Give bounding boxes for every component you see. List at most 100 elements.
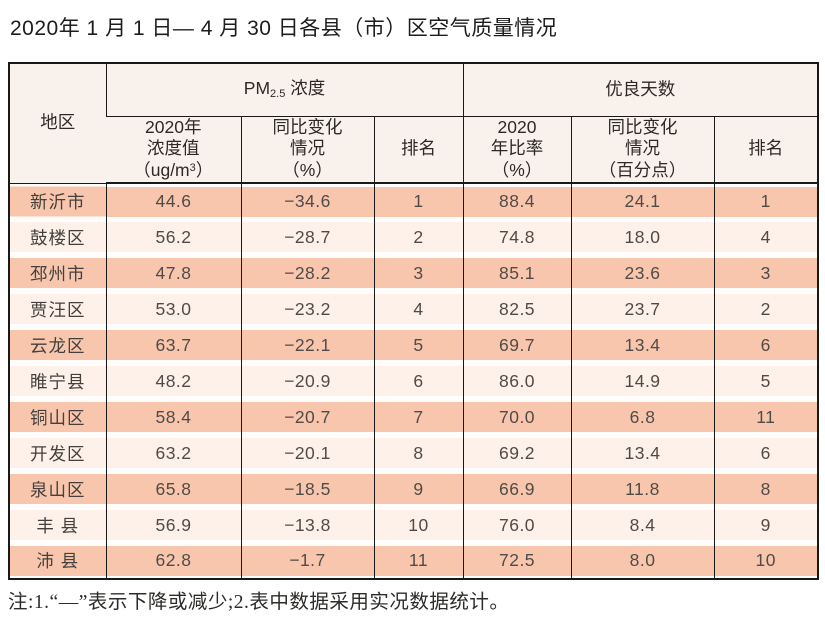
cell-good-change: 13.4	[570, 435, 715, 472]
cell-region: 铜山区	[9, 399, 106, 436]
cell-good-change: 13.4	[570, 327, 715, 364]
column-group-good-days: 优良天数	[462, 63, 819, 117]
table-row: 新沂市 44.6 −34.6 1 88.4 24.1 1	[9, 183, 819, 220]
table-row: 云龙区 63.7 −22.1 5 69.7 13.4 6	[9, 327, 819, 364]
cell-pm-value: 47.8	[105, 255, 241, 292]
cell-pm-change: −1.7	[240, 543, 374, 580]
cell-good-rank: 3	[713, 255, 819, 292]
cell-pm-change: −28.2	[240, 255, 374, 292]
cell-pm-rank: 1	[373, 183, 464, 220]
column-header-good-change: 同比变化 情况 （百分点）	[570, 116, 715, 185]
cell-good-ratio: 76.0	[462, 507, 572, 544]
cell-pm-value: 56.9	[105, 507, 241, 544]
cell-region: 沛 县	[9, 543, 106, 580]
cell-good-ratio: 82.5	[462, 291, 572, 328]
cell-good-ratio: 72.5	[462, 543, 572, 580]
cell-pm-change: −13.8	[240, 507, 374, 544]
table-header: 地区 PM2.5 浓度 优良天数 2020年 浓度值 （ug/m3） 同比变化 …	[9, 63, 819, 185]
cell-pm-rank: 8	[373, 435, 464, 472]
cell-pm-value: 63.2	[105, 435, 241, 472]
cell-pm-value: 53.0	[105, 291, 241, 328]
cell-pm-rank: 5	[373, 327, 464, 364]
cell-good-ratio: 88.4	[462, 183, 572, 220]
cell-good-ratio: 86.0	[462, 363, 572, 400]
table-row: 泉山区 65.8 −18.5 9 66.9 11.8 8	[9, 471, 819, 508]
cell-good-change: 14.9	[570, 363, 715, 400]
table-row: 开发区 63.2 −20.1 8 69.2 13.4 6	[9, 435, 819, 472]
cell-region: 新沂市	[9, 183, 106, 220]
cell-good-rank: 2	[713, 291, 819, 328]
cell-pm-value: 56.2	[105, 219, 241, 256]
cell-region: 云龙区	[9, 327, 106, 364]
cell-pm-change: −34.6	[240, 183, 374, 220]
cell-good-rank: 6	[713, 327, 819, 364]
table-row: 丰 县 56.9 −13.8 10 76.0 8.4 9	[9, 507, 819, 544]
cell-good-ratio: 74.8	[462, 219, 572, 256]
table-row: 沛 县 62.8 −1.7 11 72.5 8.0 10	[9, 543, 819, 580]
table-row: 睢宁县 48.2 −20.9 6 86.0 14.9 5	[9, 363, 819, 400]
cell-good-change: 24.1	[570, 183, 715, 220]
cell-pm-change: −28.7	[240, 219, 374, 256]
cell-pm-change: −23.2	[240, 291, 374, 328]
column-header-pm-rank: 排名	[373, 116, 464, 185]
cell-pm-change: −20.9	[240, 363, 374, 400]
cell-pm-rank: 11	[373, 543, 464, 580]
cell-good-ratio: 66.9	[462, 471, 572, 508]
cell-pm-value: 44.6	[105, 183, 241, 220]
cell-pm-value: 63.7	[105, 327, 241, 364]
cell-pm-rank: 2	[373, 219, 464, 256]
cell-good-change: 23.6	[570, 255, 715, 292]
cell-region: 鼓楼区	[9, 219, 106, 256]
cell-good-change: 18.0	[570, 219, 715, 256]
cell-pm-change: −22.1	[240, 327, 374, 364]
cell-good-rank: 9	[713, 507, 819, 544]
cell-good-rank: 11	[713, 399, 819, 436]
cell-region: 睢宁县	[9, 363, 106, 400]
cell-good-rank: 4	[713, 219, 819, 256]
column-header-pm-value: 2020年 浓度值 （ug/m3）	[106, 116, 241, 185]
cell-good-ratio: 69.7	[462, 327, 572, 364]
pm-unit: （ug/m3）	[133, 160, 214, 181]
table-row: 贾汪区 53.0 −23.2 4 82.5 23.7 2	[9, 291, 819, 328]
air-quality-table: 地区 PM2.5 浓度 优良天数 2020年 浓度值 （ug/m3） 同比变化 …	[8, 62, 820, 581]
cell-good-change: 23.7	[570, 291, 715, 328]
cell-good-ratio: 70.0	[462, 399, 572, 436]
cell-region: 丰 县	[9, 507, 106, 544]
cell-good-change: 11.8	[570, 471, 715, 508]
cell-pm-value: 65.8	[105, 471, 241, 508]
page-title: 2020年 1 月 1 日— 4 月 30 日各县（市）区空气质量情况	[10, 17, 558, 40]
cell-good-change: 8.4	[570, 507, 715, 544]
cell-good-ratio: 69.2	[462, 435, 572, 472]
cell-pm-value: 48.2	[105, 363, 241, 400]
cell-good-rank: 10	[713, 543, 819, 580]
table-row: 铜山区 58.4 −20.7 7 70.0 6.8 11	[9, 399, 819, 436]
cell-good-rank: 1	[713, 183, 819, 220]
column-header-good-ratio: 2020 年比率 （%）	[462, 116, 572, 185]
column-header-region: 地区	[9, 63, 106, 184]
cell-pm-rank: 10	[373, 507, 464, 544]
cell-pm-rank: 3	[373, 255, 464, 292]
table-row: 邳州市 47.8 −28.2 3 85.1 23.6 3	[9, 255, 819, 292]
column-header-good-rank: 排名	[713, 116, 819, 185]
cell-pm-value: 58.4	[105, 399, 241, 436]
cell-pm-value: 62.8	[105, 543, 241, 580]
cell-pm-change: −20.7	[240, 399, 374, 436]
column-group-pm25: PM2.5 浓度	[105, 63, 464, 117]
cell-good-rank: 8	[713, 471, 819, 508]
cell-pm-change: −18.5	[240, 471, 374, 508]
footnote: 注:1.“—”表示下降或减少;2.表中数据采用实况数据统计。	[8, 592, 510, 613]
cell-pm-rank: 4	[373, 291, 464, 328]
cell-region: 开发区	[9, 435, 106, 472]
cell-good-rank: 5	[713, 363, 819, 400]
cell-region: 邳州市	[9, 255, 106, 292]
pm25-label: PM2.5 浓度	[243, 77, 326, 100]
cell-pm-rank: 7	[373, 399, 464, 436]
cell-region: 泉山区	[9, 471, 106, 508]
cell-good-ratio: 85.1	[462, 255, 572, 292]
cell-pm-rank: 9	[373, 471, 464, 508]
column-header-pm-change: 同比变化 情况 （%）	[240, 116, 374, 185]
table-body: 新沂市 44.6 −34.6 1 88.4 24.1 1 鼓楼区 56.2 −28.7 2 74.8 1…	[9, 183, 819, 580]
table-row: 鼓楼区 56.2 −28.7 2 74.8 18.0 4	[9, 219, 819, 256]
cell-good-change: 8.0	[570, 543, 715, 580]
